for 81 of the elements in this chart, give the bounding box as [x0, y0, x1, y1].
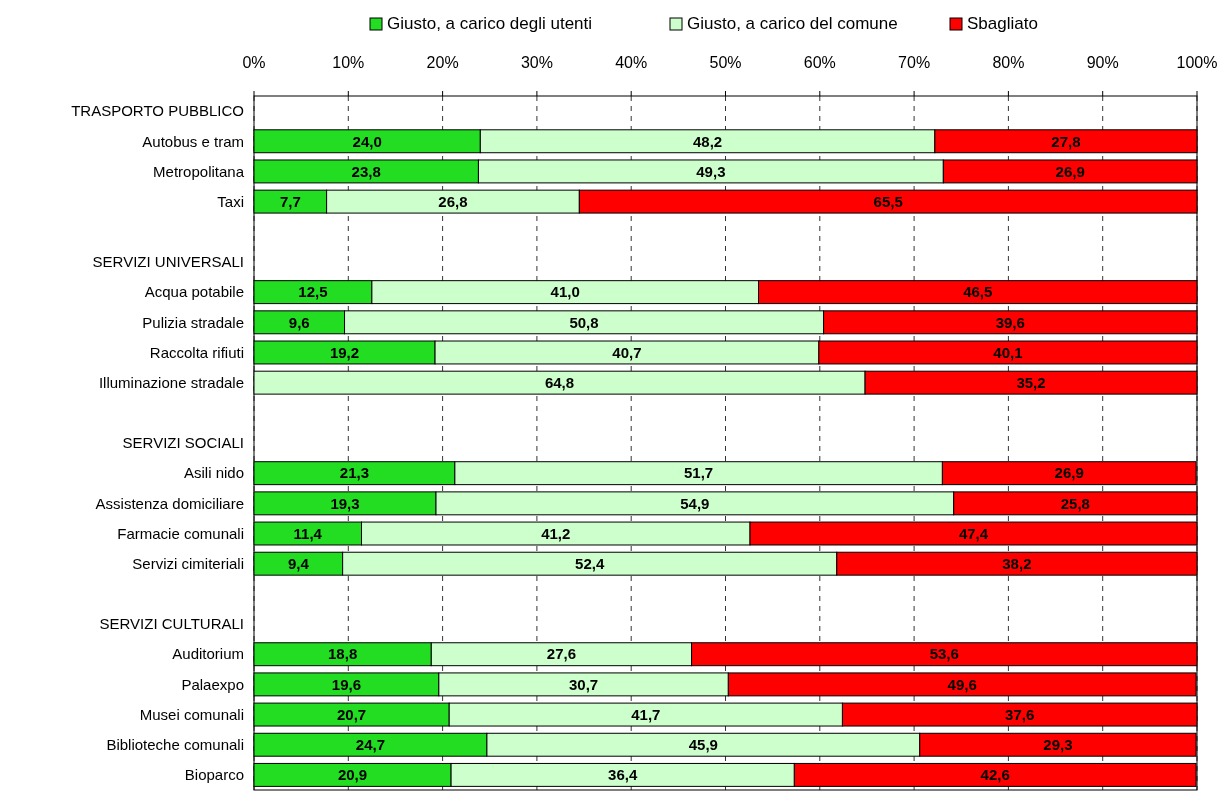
- data-label: 42,6: [980, 766, 1010, 784]
- data-label: 54,9: [680, 494, 710, 512]
- y-tick-label: SERVIZI CULTURALI: [99, 615, 244, 633]
- data-label: 27,6: [546, 645, 577, 663]
- x-tick-label: 50%: [709, 54, 742, 71]
- data-label: 40,1: [993, 343, 1023, 361]
- y-tick-label: Illuminazione stradale: [98, 373, 244, 391]
- data-label: 64,8: [544, 373, 575, 391]
- data-label: 24,7: [355, 735, 386, 753]
- data-label: 52,4: [575, 554, 605, 572]
- data-label: 39,6: [995, 313, 1025, 331]
- y-tick-label: Raccolta rifiuti: [149, 343, 244, 361]
- y-tick-label: Taxi: [217, 192, 244, 210]
- y-tick-label: Farmacie comunali: [117, 524, 244, 542]
- data-label: 36,4: [608, 766, 638, 784]
- data-label: 19,6: [331, 675, 362, 693]
- data-label: 19,2: [329, 343, 360, 361]
- y-tick-label: Acqua potabile: [144, 283, 244, 301]
- data-label: 51,7: [684, 464, 714, 482]
- data-label: 26,9: [1054, 464, 1084, 482]
- data-label: 38,2: [1002, 554, 1032, 572]
- legend-label: Giusto, a carico degli utenti: [387, 14, 593, 33]
- data-label: 50,8: [569, 313, 599, 331]
- data-label: 7,7: [279, 192, 301, 210]
- x-tick-label: 80%: [992, 54, 1025, 71]
- x-tick-label: 30%: [520, 54, 553, 71]
- data-label: 41,2: [541, 524, 571, 542]
- data-label: 65,5: [873, 192, 903, 210]
- y-tick-label: TRASPORTO PUBBLICO: [71, 102, 244, 120]
- data-label: 47,4: [958, 524, 989, 542]
- y-tick-label: Pulizia stradale: [142, 313, 244, 331]
- y-tick-label: Assistenza domiciliare: [95, 494, 244, 512]
- data-label: 26,8: [438, 192, 468, 210]
- data-label: 37,6: [1005, 705, 1035, 723]
- y-tick-label: Biblioteche comunali: [106, 735, 244, 753]
- y-tick-label: Asili nido: [183, 464, 244, 482]
- data-label: 20,9: [337, 766, 368, 784]
- x-tick-label: 20%: [426, 54, 459, 71]
- data-label: 45,9: [688, 735, 718, 753]
- y-tick-label: Auditorium: [172, 645, 244, 663]
- data-label: 19,3: [330, 494, 360, 512]
- data-label: 49,3: [696, 162, 726, 180]
- legend-label: Sbagliato: [967, 14, 1038, 33]
- x-tick-label: 10%: [332, 54, 365, 71]
- y-tick-label: SERVIZI UNIVERSALI: [92, 253, 244, 271]
- data-label: 35,2: [1016, 373, 1046, 391]
- x-tick-label: 90%: [1086, 54, 1119, 71]
- y-tick-label: Servizi cimiteriali: [132, 554, 244, 572]
- data-label: 18,8: [328, 645, 358, 663]
- data-label: 12,5: [298, 283, 328, 301]
- y-tick-label: Autobus e tram: [142, 132, 244, 150]
- data-label: 9,4: [287, 554, 310, 572]
- data-label: 49,6: [947, 675, 977, 693]
- data-label: 25,8: [1060, 494, 1090, 512]
- x-tick-label: 60%: [803, 54, 836, 71]
- data-label: 41,0: [550, 283, 580, 301]
- data-label: 23,8: [351, 162, 381, 180]
- data-label: 21,3: [339, 464, 370, 482]
- x-tick-label: 40%: [615, 54, 648, 71]
- x-tick-label: 100%: [1176, 54, 1218, 71]
- data-label: 48,2: [692, 132, 723, 150]
- data-label: 27,8: [1051, 132, 1081, 150]
- data-label: 40,7: [612, 343, 642, 361]
- y-tick-label: Metropolitana: [153, 162, 245, 180]
- data-label: 41,7: [631, 705, 661, 723]
- data-label: 11,4: [293, 524, 323, 542]
- y-tick-label: Palaexpo: [181, 675, 244, 693]
- y-tick-label: Bioparco: [184, 766, 244, 784]
- data-label: 20,7: [337, 705, 367, 723]
- y-tick-label: SERVIZI SOCIALI: [122, 434, 244, 452]
- x-tick-label: 0%: [242, 54, 266, 71]
- x-tick-label: 70%: [898, 54, 931, 71]
- data-label: 53,6: [929, 645, 959, 663]
- data-label: 24,0: [352, 132, 382, 150]
- data-label: 29,3: [1043, 735, 1073, 753]
- y-tick-label: Musei comunali: [139, 705, 244, 723]
- legend-label: Giusto, a carico del comune: [687, 14, 898, 33]
- data-label: 46,5: [963, 283, 993, 301]
- data-label: 26,9: [1055, 162, 1085, 180]
- data-label: 30,7: [568, 675, 599, 693]
- data-label: 9,6: [288, 313, 310, 331]
